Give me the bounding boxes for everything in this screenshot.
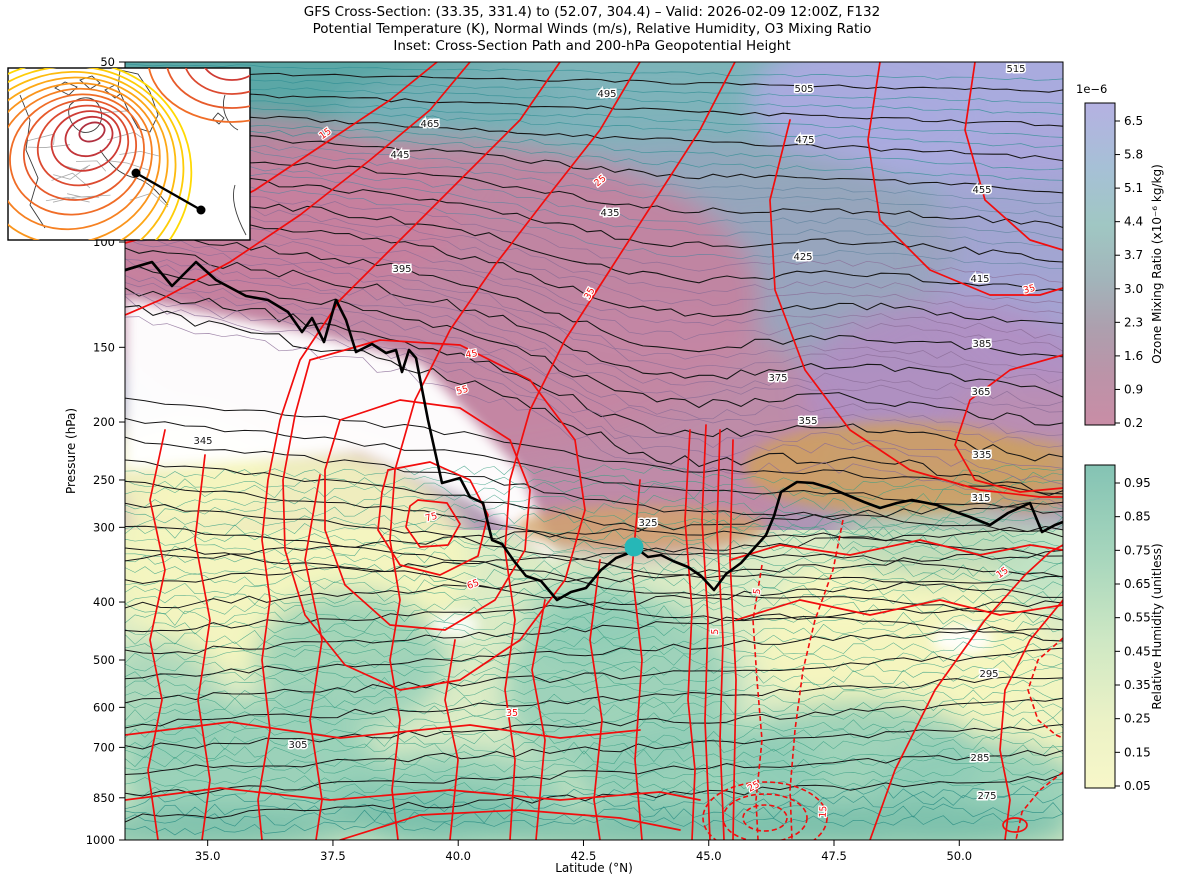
y-tick-label: 1000 [86, 833, 115, 847]
theta-contour-label: 295 [979, 669, 998, 680]
x-tick-label: 35.0 [195, 849, 221, 863]
colorbar-tick-label: 0.65 [1124, 577, 1151, 591]
colorbar-tick-label: 2.3 [1124, 315, 1143, 329]
theta-contour-label: 395 [392, 264, 411, 275]
y-axis-label: Pressure (hPa) [64, 408, 78, 494]
y-tick-label: 250 [93, 473, 115, 487]
figure-title: GFS Cross-Section: (33.35, 331.4) to (52… [0, 4, 1184, 55]
path-start-dot [131, 168, 141, 178]
y-tick-label: 50 [100, 55, 115, 69]
cross-section-plot: 5155054954754654554454354254153953853753… [125, 62, 1063, 840]
colorbar-tick-label: 3.7 [1124, 248, 1143, 262]
ozone-colorbar: 6.5 5.8 5.1 4.4 3.7 3.0 2.3 1.6 0.9 0.2 Ozone Mixi… [1076, 82, 1164, 430]
colorbar-tick-label: 0.05 [1124, 779, 1151, 793]
path-end-dot [196, 205, 206, 215]
colorbar-tick-label: 0.55 [1124, 611, 1151, 625]
x-tick-label: 40.0 [445, 849, 471, 863]
x-tick-label: 42.5 [571, 849, 597, 863]
theta-contour-label: 445 [390, 150, 409, 161]
x-axis-label: Latitude (°N) [555, 861, 633, 875]
colorbar-tick-label: 0.85 [1124, 510, 1151, 524]
title-line-3: Inset: Cross-Section Path and 200-hPa Ge… [393, 38, 791, 54]
theta-contour-label: 365 [971, 387, 990, 398]
theta-contour-label: 515 [1006, 64, 1025, 75]
theta-contour-label: 375 [768, 373, 787, 384]
colorbar-tick-label: 1.6 [1124, 349, 1143, 363]
colorbar-tick-label: 0.15 [1124, 745, 1151, 759]
wind-contour-label: 35 [1022, 283, 1037, 297]
colorbar-label: Relative Humidity (unitless) [1150, 543, 1164, 709]
theta-contour-label: 475 [795, 135, 814, 146]
y-tick-label: 500 [93, 653, 115, 667]
colorbar-tick-label: 0.25 [1124, 712, 1151, 726]
theta-contour-label: 465 [420, 119, 439, 130]
wind-contour-label: 65 [466, 577, 481, 591]
wind-contour-label: 45 [465, 348, 479, 361]
theta-contour-label: 305 [288, 740, 307, 751]
x-tick-label: 47.5 [821, 849, 847, 863]
x-tick-label: 50.0 [946, 849, 972, 863]
theta-contour-label: 495 [597, 89, 616, 100]
wind-contour-label: 55 [455, 384, 470, 398]
y-tick-label: 850 [93, 791, 115, 805]
colorbar-tick-label: 5.1 [1124, 181, 1143, 195]
x-tick-label: 45.0 [696, 849, 722, 863]
y-tick-label: 200 [93, 415, 115, 429]
colorbar-exponent-label: 1e−6 [1076, 82, 1107, 96]
axes: 35.0 37.5 40.0 42.5 45.0 47.5 50.0501001502002… [64, 55, 1064, 875]
y-tick-label: 150 [93, 340, 115, 354]
colorbar-tick-label: 0.95 [1124, 476, 1151, 490]
colorbar-tick-label: 0.9 [1124, 382, 1143, 396]
x-tick-label: 37.5 [320, 849, 346, 863]
y-tick-label: 600 [93, 700, 115, 714]
theta-contour-label: 355 [798, 416, 817, 427]
theta-contour-label: 385 [972, 339, 991, 350]
cross-section-path-line [135, 171, 202, 212]
wind-contour-label-dashed: 15 [818, 805, 830, 818]
wind-contour-label: 75 [424, 511, 439, 525]
title-line-2: Potential Temperature (K), Normal Winds … [312, 21, 872, 37]
colorbar-tick-label: 6.5 [1124, 114, 1143, 128]
colorbar-tick-label: 0.45 [1124, 644, 1151, 658]
inset-map [7, 67, 251, 241]
colorbar-tick-label: 5.8 [1124, 148, 1143, 162]
wind-contours [125, 62, 1063, 840]
theta-contour-label: 415 [970, 274, 989, 285]
y-tick-label: 400 [93, 595, 115, 609]
colorbar-tick-label: 4.4 [1124, 215, 1143, 229]
wind-contours-dashed [702, 519, 1063, 840]
theta-contour-label: 335 [972, 450, 991, 461]
theta-contour-label: 505 [794, 84, 813, 95]
y-tick-label: 300 [93, 520, 115, 534]
contour-labels: 5155054954754654554454354254153953853753… [192, 63, 1038, 820]
theta-contour-label: 425 [793, 252, 812, 263]
wind-contour-label: 35 [506, 708, 518, 719]
colorbar-tick-label: 0.2 [1124, 416, 1143, 430]
y-tick-label: 700 [93, 740, 115, 754]
tropopause-line [125, 260, 1063, 602]
theta-contour-label: 325 [638, 518, 657, 529]
theta-contour-label: 345 [193, 436, 212, 447]
colorbar-tick-label: 3.0 [1124, 282, 1143, 296]
colorbar-tick-label: 0.35 [1124, 678, 1151, 692]
theta-contour-label: 275 [977, 791, 996, 802]
theta-contour-label: 435 [600, 208, 619, 219]
title-line-1: GFS Cross-Section: (33.35, 331.4) to (52… [303, 4, 881, 20]
cross-section-point-marker [624, 537, 644, 557]
theta-contour-label: 315 [971, 493, 990, 504]
theta-contour-label: 285 [970, 753, 989, 764]
colorbar-label: Ozone Mixing Ratio (x10⁻⁶ kg/kg) [1150, 164, 1164, 364]
wind-contour-label-dashed: 5 [752, 588, 764, 596]
rh-colorbar: 0.95 0.85 0.75 0.65 0.55 0.45 0.35 0.25 0.15 0.05… [1084, 464, 1164, 793]
theta-contour-label: 455 [972, 185, 991, 196]
wind-contour-label: 5 [710, 628, 721, 635]
colorbar-tick-label: 0.75 [1124, 543, 1151, 557]
